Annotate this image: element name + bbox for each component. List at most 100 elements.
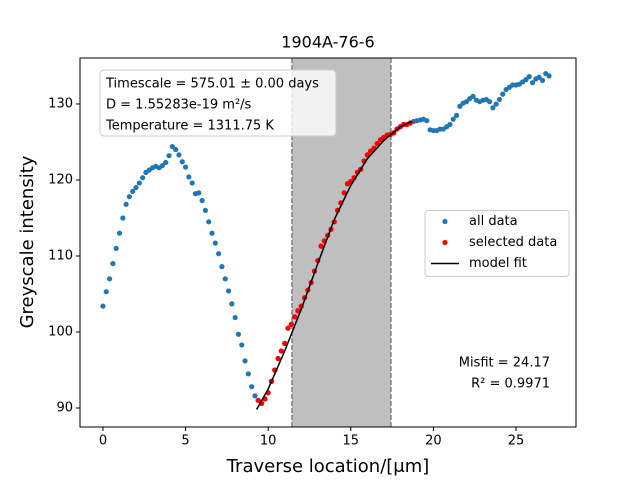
data-point: [493, 101, 499, 107]
data-point: [285, 325, 291, 331]
legend-swatch: [442, 218, 448, 225]
data-point: [116, 230, 123, 236]
model-fit-line: [255, 120, 413, 410]
axes-frame: [79, 57, 577, 428]
data-point: [278, 348, 285, 354]
data-point: [490, 105, 496, 111]
data-point: [176, 152, 182, 158]
y-tick-label: 100: [48, 324, 73, 339]
data-point: [374, 140, 380, 147]
x-tick-label: 0: [99, 434, 107, 449]
data-point: [255, 397, 261, 403]
data-point: [275, 355, 281, 362]
data-point: [186, 174, 192, 180]
fit-statistic: Misfit = 24.17: [459, 356, 550, 371]
data-point: [232, 314, 238, 321]
data-point: [225, 288, 232, 294]
data-point: [110, 260, 116, 267]
data-point: [219, 264, 225, 270]
data-point: [450, 116, 456, 122]
data-point: [529, 80, 536, 86]
data-point: [341, 190, 347, 196]
x-tick-label: 20: [425, 434, 442, 449]
annotation: Timescale = 575.01 ± 0.00 days: [105, 77, 319, 92]
data-point: [120, 215, 126, 221]
data-point: [470, 93, 476, 99]
data-point: [103, 289, 109, 295]
data-point: [318, 243, 324, 249]
data-point: [106, 276, 113, 282]
data-point: [249, 384, 255, 390]
annotation: Temperature = 1311.75 K: [105, 119, 274, 134]
data-point: [202, 207, 209, 213]
data-point: [242, 358, 248, 364]
data-point: [526, 74, 532, 80]
data-point: [100, 303, 106, 309]
data-point: [133, 184, 139, 191]
chart-title: 1904A-76-6: [281, 33, 374, 52]
data-point: [123, 201, 129, 207]
fit-statistic: R² = 0.9971: [471, 377, 550, 392]
data-point: [288, 321, 294, 327]
data-point: [453, 112, 460, 118]
legend-box: [424, 210, 570, 277]
data-point: [173, 146, 179, 153]
data-point: [140, 175, 146, 181]
data-point: [463, 99, 470, 105]
y-axis-label: Greyscale intensity: [17, 155, 38, 328]
data-point: [292, 314, 298, 320]
data-point: [136, 180, 142, 186]
x-tick-label: 15: [343, 434, 360, 449]
data-point: [229, 301, 235, 307]
data-point: [295, 308, 301, 314]
data-point: [536, 74, 542, 80]
data-point: [130, 188, 136, 194]
x-tick-label: 10: [260, 434, 277, 449]
y-tick-label: 130: [48, 96, 73, 111]
data-point: [196, 190, 202, 196]
y-tick-label: 90: [56, 400, 73, 415]
annotation-box: [99, 69, 337, 137]
data-point: [189, 180, 195, 186]
data-point: [539, 77, 546, 84]
x-tick-label: 25: [508, 434, 525, 449]
data-point: [239, 342, 245, 348]
data-point: [546, 73, 552, 79]
data-point: [424, 118, 430, 124]
data-point: [523, 77, 529, 83]
legend-label: selected data: [469, 235, 557, 250]
data-point: [113, 245, 119, 251]
data-point: [199, 197, 205, 204]
data-point: [282, 340, 288, 346]
data-point: [235, 331, 242, 337]
data-point: [126, 194, 133, 200]
data-point: [163, 159, 169, 166]
legend-label: all data: [469, 214, 518, 229]
data-point: [252, 393, 258, 399]
data-point: [500, 91, 506, 97]
data-point: [169, 143, 175, 150]
legend-label: model fit: [469, 256, 527, 271]
data-point: [212, 240, 218, 246]
data-point: [496, 96, 503, 103]
x-axis-label: Traverse location/[μm]: [226, 456, 430, 477]
x-tick-label: 5: [181, 434, 189, 449]
data-point: [166, 153, 172, 159]
data-point: [245, 371, 251, 377]
data-point: [447, 121, 453, 128]
y-tick-label: 120: [48, 172, 73, 187]
data-point: [457, 103, 463, 109]
data-point: [368, 148, 374, 154]
data-point: [179, 159, 185, 165]
legend-swatch: [442, 239, 448, 246]
data-point: [222, 276, 228, 282]
data-point: [216, 251, 222, 257]
data-point: [206, 219, 212, 225]
data-point: [209, 230, 215, 236]
annotation: D = 1.55283e-19 m²/s: [106, 98, 252, 113]
data-point: [486, 99, 493, 105]
y-tick-label: 110: [48, 248, 73, 263]
data-point: [182, 164, 189, 170]
data-point: [159, 162, 166, 169]
